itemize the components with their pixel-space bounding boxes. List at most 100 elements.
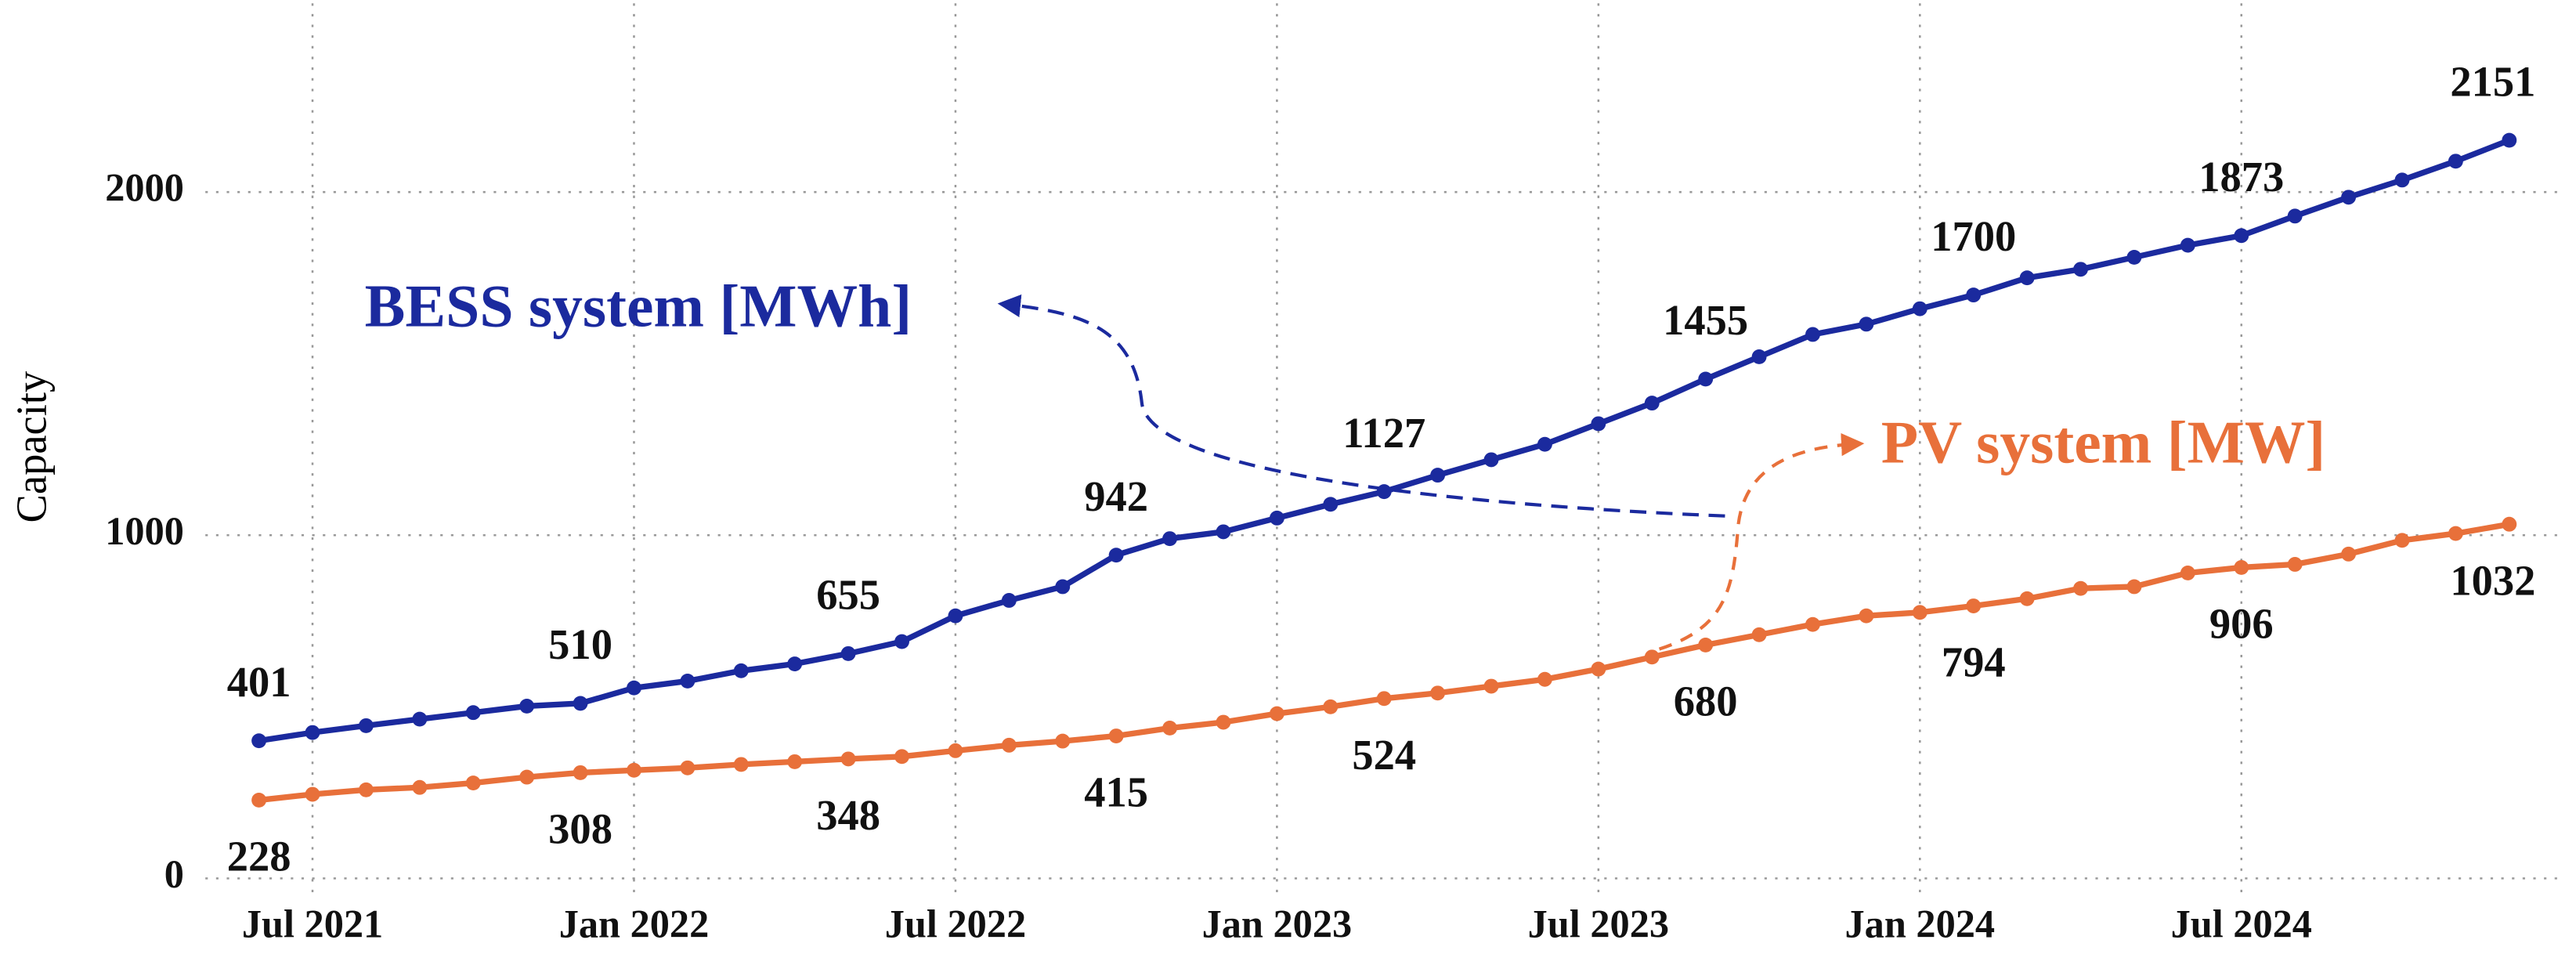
data-point xyxy=(1216,524,1231,540)
data-point xyxy=(1537,671,1552,687)
data-point xyxy=(2180,566,2195,580)
data-label: 1700 xyxy=(1931,212,2016,260)
x-tick-label: Jan 2022 xyxy=(559,902,710,946)
data-point xyxy=(1376,484,1392,500)
data-point xyxy=(2394,533,2410,548)
data-label: 655 xyxy=(816,571,880,619)
data-point xyxy=(1966,287,1982,303)
data-point xyxy=(1162,721,1178,736)
x-tick-label: Jul 2021 xyxy=(242,902,383,946)
data-label: 524 xyxy=(1352,731,1416,779)
data-point xyxy=(1644,649,1660,665)
data-point xyxy=(412,711,428,727)
data-point xyxy=(1269,510,1284,526)
data-point xyxy=(1108,548,1124,563)
data-point xyxy=(2287,208,2303,224)
data-point xyxy=(2180,237,2195,253)
data-point xyxy=(1376,691,1392,707)
data-point xyxy=(519,698,535,714)
data-point xyxy=(1323,699,1339,714)
series-label: PV system [MW] xyxy=(1881,409,2326,476)
data-point xyxy=(573,696,588,711)
data-point xyxy=(1108,728,1124,743)
data-point xyxy=(733,757,749,772)
data-point xyxy=(1912,605,1927,620)
data-point xyxy=(2287,557,2303,572)
data-point xyxy=(1698,638,1714,653)
y-tick-label: 2000 xyxy=(105,166,184,210)
data-label: 1455 xyxy=(1663,296,1748,344)
data-point xyxy=(2234,560,2249,575)
data-label: 942 xyxy=(1084,472,1148,520)
x-tick-label: Jul 2022 xyxy=(885,902,1026,946)
data-point xyxy=(1323,497,1339,512)
data-point xyxy=(305,725,320,740)
data-label: 308 xyxy=(548,805,612,853)
data-point xyxy=(1591,661,1606,677)
data-point xyxy=(733,663,749,678)
series-label: BESS system [MWh] xyxy=(365,272,912,339)
data-label: 680 xyxy=(1674,678,1738,725)
data-point xyxy=(2341,546,2357,562)
data-point xyxy=(1966,598,1982,613)
data-point xyxy=(787,754,803,769)
data-point xyxy=(840,751,856,767)
data-point xyxy=(1055,733,1071,749)
data-point xyxy=(894,634,909,649)
data-point xyxy=(1537,436,1552,452)
data-point xyxy=(1591,416,1606,432)
data-point xyxy=(1055,579,1071,595)
data-point xyxy=(1001,593,1017,608)
data-point xyxy=(465,775,481,790)
data-point xyxy=(358,718,374,733)
data-point xyxy=(2126,579,2142,595)
data-point xyxy=(2019,270,2035,286)
y-axis-label: Capacity xyxy=(8,371,56,523)
data-point xyxy=(680,674,695,689)
data-point xyxy=(2394,172,2410,188)
data-point xyxy=(1430,685,1446,701)
x-tick-label: Jul 2024 xyxy=(2171,902,2312,946)
data-point xyxy=(1859,608,1874,624)
data-point xyxy=(251,733,267,749)
annotation-arrow xyxy=(1658,432,1865,651)
data-label: 2151 xyxy=(2450,57,2535,105)
data-point xyxy=(1751,349,1767,364)
data-label: 1032 xyxy=(2450,556,2535,604)
data-point xyxy=(2073,262,2088,277)
data-point xyxy=(358,782,374,797)
data-point xyxy=(573,765,588,780)
data-label: 794 xyxy=(1942,638,2006,686)
data-point xyxy=(1859,316,1874,332)
data-point xyxy=(2448,526,2463,541)
data-point xyxy=(948,608,963,624)
data-point xyxy=(2502,516,2517,532)
x-tick-label: Jan 2024 xyxy=(1845,902,1996,946)
data-point xyxy=(840,645,856,661)
data-point xyxy=(1805,616,1820,632)
data-point xyxy=(1216,714,1231,730)
x-tick-label: Jul 2023 xyxy=(1528,902,1669,946)
data-point xyxy=(2019,591,2035,606)
data-point xyxy=(1483,678,1499,694)
data-point xyxy=(2502,132,2517,148)
data-point xyxy=(412,779,428,795)
data-point xyxy=(1644,396,1660,411)
data-point xyxy=(787,656,803,671)
data-label: 510 xyxy=(548,620,612,668)
data-point xyxy=(894,749,909,765)
data-point xyxy=(519,769,535,785)
data-label: 1873 xyxy=(2198,153,2284,201)
y-tick-label: 1000 xyxy=(105,509,184,553)
data-point xyxy=(2341,190,2357,205)
data-point xyxy=(1483,452,1499,468)
data-point xyxy=(1001,737,1017,753)
data-label: 401 xyxy=(227,658,291,706)
data-point xyxy=(1751,627,1767,642)
data-point xyxy=(2234,228,2249,244)
data-point xyxy=(1805,327,1820,342)
data-point xyxy=(2448,154,2463,169)
data-point xyxy=(1269,706,1284,721)
data-point xyxy=(1912,301,1927,316)
data-point xyxy=(2126,249,2142,265)
